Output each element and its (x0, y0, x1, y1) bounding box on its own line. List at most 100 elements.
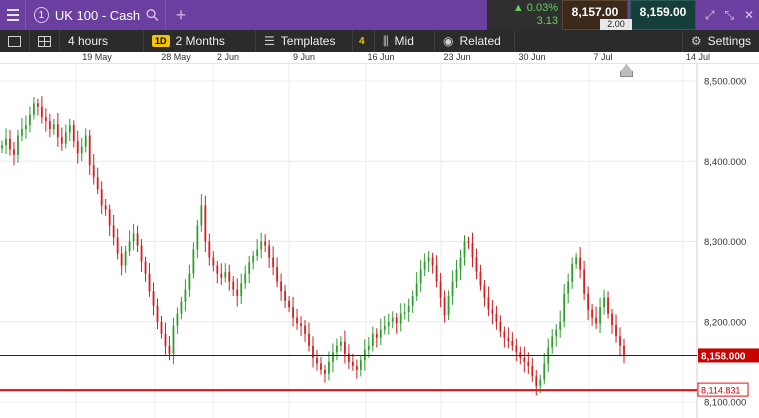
horizontal-gridlines (0, 80, 697, 403)
close-icon[interactable]: ✕ (743, 8, 755, 22)
candle-body (332, 352, 334, 362)
price-type-selector[interactable]: ⫼ Mid (375, 30, 435, 52)
price-axis-labels: 8,100.000 8,200.000 8,300.000 8,400.000 8,50… (704, 77, 746, 409)
candle-body (264, 241, 267, 246)
candle-body (619, 336, 621, 346)
templates-icon: ☰ (264, 34, 275, 48)
candle-body (559, 321, 562, 330)
candle-body (523, 357, 526, 362)
templates-button[interactable]: ☰ Templates (256, 30, 353, 52)
candle-body (188, 273, 191, 290)
candle-body (479, 271, 482, 286)
horizontal-line-tag (697, 382, 749, 397)
candle-body (347, 353, 350, 362)
maximize-icon[interactable]: ⤡ (724, 7, 735, 22)
indicators-count-button[interactable]: 4 (353, 30, 375, 52)
candle-body (367, 345, 370, 350)
candle-body (591, 309, 594, 318)
gear-icon: ⚙ (690, 34, 702, 48)
candle-body (228, 271, 231, 282)
candle-body (511, 341, 514, 346)
candle-body (491, 309, 494, 314)
related-button[interactable]: ◉ Related (435, 30, 515, 52)
candle-body (192, 249, 195, 274)
candle-body (599, 307, 601, 324)
candle-body (220, 273, 223, 278)
grid-layout-button[interactable] (30, 30, 60, 52)
range-selector[interactable]: 1D 2 Months (144, 30, 256, 52)
candle-body (144, 261, 147, 274)
price-chart[interactable]: 8,100.000 8,200.000 8,300.000 8,400.000 8,50… (0, 64, 759, 418)
candle-body (224, 271, 227, 278)
candle-body (607, 297, 609, 314)
layout-button[interactable] (0, 30, 30, 52)
candle-body (296, 317, 298, 324)
date-label: 9 Jun (292, 52, 316, 62)
candle-body (132, 233, 135, 242)
candle-body (535, 376, 538, 386)
candle-body (431, 257, 434, 266)
candle-body (44, 117, 47, 122)
templates-label: Templates (280, 34, 336, 48)
candle-body (160, 321, 163, 334)
candle-body (587, 293, 590, 310)
settings-button[interactable]: ⚙ Settings (681, 30, 759, 52)
candle-body (427, 257, 430, 262)
candle-body (92, 165, 95, 178)
search-icon[interactable] (146, 8, 159, 22)
candle-body (539, 379, 542, 386)
candle-body (471, 243, 474, 258)
chart-toolbar: 4 hours 1D 2 Months ☰ Templates 4 ⫼ Mid ◉ Re… (0, 30, 759, 52)
date-label: 7 Jul (593, 52, 613, 62)
candle-body (284, 291, 286, 301)
popout-icon[interactable]: ⤢ (704, 7, 715, 22)
instrument-tab[interactable]: 1 UK 100 - Cash (26, 0, 166, 30)
candle-body (531, 365, 534, 377)
candle-body (148, 273, 151, 292)
buy-price-button[interactable]: 8,159.00 (630, 0, 696, 30)
price-overlays: 8,158.000 8,114.831 (0, 348, 759, 397)
candle-body (32, 103, 35, 115)
candle-body (340, 341, 342, 346)
candle-body (395, 317, 398, 324)
candle-body (435, 265, 438, 282)
candle-body (29, 114, 31, 126)
interval-selector[interactable]: 4 hours (60, 30, 144, 52)
change-absolute: 3.13 (536, 15, 558, 27)
hamburger-menu-icon[interactable] (0, 0, 26, 30)
date-label: 14 Jul (685, 52, 711, 62)
candle-body (21, 129, 23, 136)
candle-body (399, 313, 402, 324)
candle-body (555, 329, 558, 337)
candle-body (80, 146, 83, 154)
add-tab-button[interactable]: + (175, 4, 187, 25)
candle-body (156, 305, 159, 322)
candle-body (200, 205, 203, 226)
candle-body (595, 317, 597, 324)
candle-body (423, 261, 426, 270)
candle-body (216, 265, 219, 274)
candle-body (615, 324, 617, 337)
candle-body (467, 241, 470, 244)
candle-body (100, 189, 103, 206)
price-type-label: Mid (394, 34, 414, 48)
candle-body (324, 369, 326, 374)
candle-body (164, 333, 167, 346)
candle-body (527, 361, 530, 366)
candle-body (172, 325, 175, 354)
candle-body (60, 137, 63, 144)
candlestick-series (1, 96, 625, 396)
candle-body (152, 291, 155, 306)
candle-body (88, 135, 91, 166)
candle-body (124, 251, 127, 266)
candle-body (232, 281, 235, 290)
date-label: 30 Jun (518, 52, 546, 62)
candle-body (13, 149, 15, 155)
candle-body (379, 329, 382, 338)
candle-body (116, 237, 119, 254)
candle-body (248, 262, 251, 274)
candle-body (451, 281, 454, 297)
candle-body (272, 257, 275, 268)
candle-body (240, 283, 243, 297)
